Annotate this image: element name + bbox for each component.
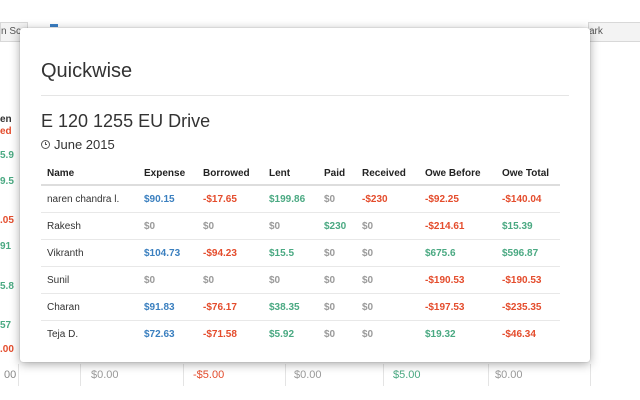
background-value: 5.8 (0, 281, 14, 292)
cell-expense: $0 (138, 212, 197, 240)
column-header-owe-before: Owe Before (419, 162, 496, 186)
cell-expense: $72.63 (138, 320, 197, 347)
cell-lent: $5.92 (263, 320, 318, 347)
cell-paid: $0 (318, 239, 356, 267)
background-bottom-row: 00 $0.00 -$5.00 $0.00 $5.00 $0.00 (0, 366, 640, 386)
background-divider (183, 364, 184, 386)
cell-paid: $0 (318, 266, 356, 294)
cell-name: Teja D. (41, 320, 138, 347)
cell-lent: $0 (263, 212, 318, 240)
cell-owe-before: $675.6 (419, 239, 496, 267)
summary-table-body: naren chandra l. $90.15 -$17.65 $199.86 $0 -$… (41, 184, 560, 347)
cell-owe-before: -$92.25 (419, 184, 496, 213)
cell-name: naren chandra l. (41, 184, 138, 213)
cell-owe-total: -$140.04 (496, 184, 560, 213)
summary-table: Name Expense Borrowed Lent Paid Received… (41, 162, 560, 347)
background-value: .00 (0, 344, 14, 355)
cell-borrowed: -$71.58 (197, 320, 263, 347)
background-cell: -$5.00 (193, 369, 225, 381)
report-date: June 2015 (41, 137, 115, 152)
report-date-label: June 2015 (54, 137, 115, 152)
cell-borrowed: -$94.23 (197, 239, 263, 267)
background-divider (18, 364, 19, 386)
background-value: en (0, 114, 12, 125)
table-row: Vikranth $104.73 -$94.23 $15.5 $0 $0 $675.6 $59… (41, 239, 560, 267)
cell-received: $0 (356, 212, 419, 240)
cell-owe-total: -$46.34 (496, 320, 560, 347)
table-header-row: Name Expense Borrowed Lent Paid Received… (41, 162, 560, 186)
cell-lent: $199.86 (263, 184, 318, 213)
background-value: 91 (0, 241, 12, 252)
table-row: naren chandra l. $90.15 -$17.65 $199.86 $0 -$… (41, 184, 560, 213)
summary-modal: Quickwise E 120 1255 EU Drive June 2015 … (20, 28, 590, 362)
background-divider (285, 364, 286, 386)
cell-owe-total: $15.39 (496, 212, 560, 240)
cell-name: Sunil (41, 266, 138, 294)
cell-owe-total: -$190.53 (496, 266, 560, 294)
cell-lent: $38.35 (263, 293, 318, 321)
table-row: Rakesh $0 $0 $0 $230 $0 -$214.61 $15.39 (41, 212, 560, 240)
column-header-borrowed: Borrowed (197, 162, 263, 186)
cell-borrowed: -$17.65 (197, 184, 263, 213)
cell-name: Rakesh (41, 212, 138, 240)
cell-expense: $0 (138, 266, 197, 294)
cell-received: $0 (356, 266, 419, 294)
background-value: ed (0, 126, 12, 137)
cell-paid: $0 (318, 184, 356, 213)
column-header-lent: Lent (263, 162, 318, 186)
background-divider (488, 364, 489, 386)
cell-lent: $15.5 (263, 239, 318, 267)
cell-received: $0 (356, 320, 419, 347)
cell-borrowed: $0 (197, 212, 263, 240)
background-tab-indicator (50, 24, 58, 27)
cell-received: -$230 (356, 184, 419, 213)
background-tab-label: ark (589, 26, 603, 37)
cell-paid: $0 (318, 293, 356, 321)
column-header-received: Received (356, 162, 419, 186)
cell-received: $0 (356, 239, 419, 267)
modal-divider (41, 95, 569, 96)
table-row: Teja D. $72.63 -$71.58 $5.92 $0 $0 $19.32 -$46.… (41, 320, 560, 347)
cell-received: $0 (356, 293, 419, 321)
modal-title: Quickwise (41, 60, 133, 82)
table-row: Charan $91.83 -$76.17 $38.35 $0 $0 -$197.53 -$2… (41, 293, 560, 321)
cell-owe-before: -$190.53 (419, 266, 496, 294)
cell-owe-before: $19.32 (419, 320, 496, 347)
cell-lent: $0 (263, 266, 318, 294)
cell-paid: $230 (318, 212, 356, 240)
cell-paid: $0 (318, 320, 356, 347)
cell-name: Charan (41, 293, 138, 321)
report-title: E 120 1255 EU Drive (41, 111, 211, 131)
background-value: 57 (0, 320, 12, 331)
table-row: Sunil $0 $0 $0 $0 $0 -$190.53 -$190.53 (41, 266, 560, 294)
cell-name: Vikranth (41, 239, 138, 267)
column-header-name: Name (41, 162, 138, 186)
background-cell: $0.00 (495, 369, 523, 381)
background-value: .05 (0, 215, 14, 226)
cell-borrowed: $0 (197, 266, 263, 294)
background-tab-right[interactable]: ark (588, 22, 640, 42)
column-header-expense: Expense (138, 162, 197, 186)
cell-owe-before: -$197.53 (419, 293, 496, 321)
background-cell: $0.00 (91, 369, 119, 381)
cell-expense: $91.83 (138, 293, 197, 321)
cell-borrowed: -$76.17 (197, 293, 263, 321)
background-divider (383, 364, 384, 386)
background-value: 5.9 (0, 150, 14, 161)
background-cell: $5.00 (393, 369, 421, 381)
clock-icon (41, 140, 50, 149)
cell-owe-before: -$214.61 (419, 212, 496, 240)
column-header-owe-total: Owe Total (496, 162, 560, 186)
background-tab-label: n Sc (1, 26, 22, 37)
column-header-paid: Paid (318, 162, 356, 186)
background-cell: $0.00 (294, 369, 322, 381)
background-divider (80, 364, 81, 386)
background-cell: 00 (4, 369, 17, 381)
cell-owe-total: $596.87 (496, 239, 560, 267)
cell-expense: $90.15 (138, 184, 197, 213)
cell-expense: $104.73 (138, 239, 197, 267)
background-divider (590, 364, 591, 386)
cell-owe-total: -$235.35 (496, 293, 560, 321)
background-value: 9.5 (0, 176, 14, 187)
